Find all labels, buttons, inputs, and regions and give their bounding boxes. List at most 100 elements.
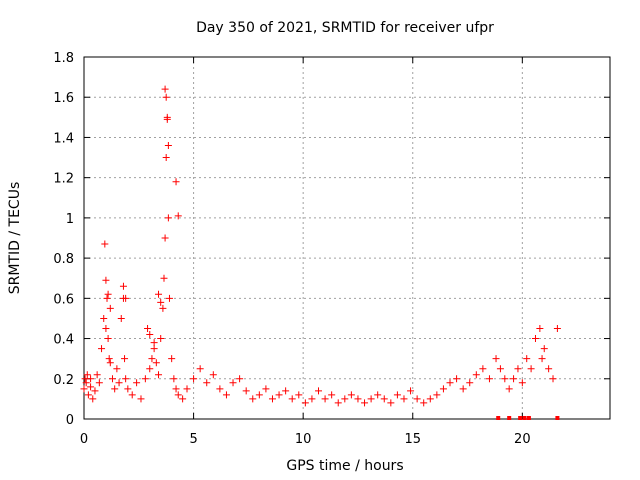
data-point <box>222 391 230 399</box>
data-point <box>106 359 114 367</box>
data-point <box>549 375 557 383</box>
data-point <box>545 365 553 373</box>
data-point <box>106 304 114 312</box>
data-point <box>174 391 182 399</box>
data-point <box>157 298 165 306</box>
data-point <box>321 395 329 403</box>
data-point <box>540 345 548 353</box>
data-point <box>162 154 170 162</box>
data-point <box>439 385 447 393</box>
data-point <box>485 375 493 383</box>
data-point <box>354 395 362 403</box>
data-point <box>152 359 160 367</box>
data-points <box>80 85 561 420</box>
data-point <box>168 355 176 363</box>
data-point <box>505 385 513 393</box>
y-tick-label: 0.6 <box>53 292 74 307</box>
y-tick-label: 0.8 <box>53 252 74 267</box>
data-point <box>268 395 276 403</box>
plot-frame <box>83 56 611 420</box>
data-point <box>103 294 111 302</box>
data-point <box>229 379 237 387</box>
data-point <box>172 385 180 393</box>
x-axis-label: GPS time / hours <box>286 458 403 474</box>
y-tick-label: 1.2 <box>53 172 74 187</box>
data-point <box>501 375 509 383</box>
data-point <box>510 375 518 383</box>
data-point <box>514 365 522 373</box>
data-point <box>162 93 170 101</box>
data-point <box>122 294 130 302</box>
data-point <box>531 335 539 343</box>
data-point <box>82 379 90 387</box>
data-point <box>288 395 296 403</box>
data-point <box>105 355 113 363</box>
data-point <box>101 240 109 248</box>
data-point <box>164 214 172 222</box>
data-point <box>179 395 187 403</box>
data-point <box>295 391 303 399</box>
chart-title: Day 350 of 2021, SRMTID for receiver ufp… <box>196 20 494 36</box>
data-point <box>453 375 461 383</box>
data-point <box>121 355 129 363</box>
data-point <box>161 85 169 93</box>
data-point <box>216 385 224 393</box>
data-point <box>104 290 112 298</box>
data-point <box>111 385 119 393</box>
data-point <box>89 395 97 403</box>
data-point <box>407 387 415 395</box>
data-point <box>209 371 217 379</box>
grid-lines <box>84 57 610 419</box>
data-point <box>367 395 375 403</box>
data-point <box>446 379 454 387</box>
data-point <box>93 371 101 379</box>
data-point <box>255 391 263 399</box>
data-point <box>553 325 561 332</box>
data-point <box>155 371 163 379</box>
data-point <box>203 379 211 387</box>
data-point <box>95 379 103 387</box>
data-point <box>163 115 171 123</box>
data-point <box>157 335 165 343</box>
y-tick-label: 1.4 <box>53 131 74 146</box>
data-point <box>536 325 544 332</box>
data-point <box>100 314 108 322</box>
data-point <box>315 387 323 395</box>
data-point <box>108 375 116 383</box>
y-axis-label: SRMTID / TECUs <box>7 182 23 295</box>
data-point <box>334 399 342 407</box>
data-point <box>413 395 421 403</box>
x-tick-label: 5 <box>189 432 197 447</box>
data-point <box>144 325 152 332</box>
y-tick-label: 0.4 <box>53 333 74 348</box>
data-point <box>133 379 141 387</box>
y-axis-ticks: 0 0.2 0.4 0.6 0.8 1 1.2 1.4 1.6 1.8 <box>53 51 610 428</box>
data-point <box>496 365 504 373</box>
data-point <box>128 391 136 399</box>
data-point <box>113 365 121 373</box>
data-point <box>400 395 408 403</box>
data-point-zero <box>522 416 527 420</box>
data-point <box>150 339 158 347</box>
data-point <box>420 399 428 407</box>
data-point <box>426 395 434 403</box>
x-tick-label: 15 <box>404 432 421 447</box>
y-tick-label: 1 <box>66 212 74 227</box>
data-point <box>172 178 180 186</box>
data-point <box>115 379 123 387</box>
data-point <box>527 365 535 373</box>
data-point <box>119 282 127 290</box>
data-point <box>492 355 500 363</box>
data-point <box>459 385 467 393</box>
data-point <box>146 365 154 373</box>
data-point <box>81 375 89 383</box>
data-point <box>380 395 388 403</box>
data-point <box>301 399 309 407</box>
x-tick-label: 0 <box>80 432 88 447</box>
data-point-zero <box>555 416 560 420</box>
data-point <box>164 141 172 149</box>
data-point <box>282 387 290 395</box>
data-point <box>104 335 112 343</box>
data-point <box>387 399 395 407</box>
data-point <box>262 385 270 393</box>
